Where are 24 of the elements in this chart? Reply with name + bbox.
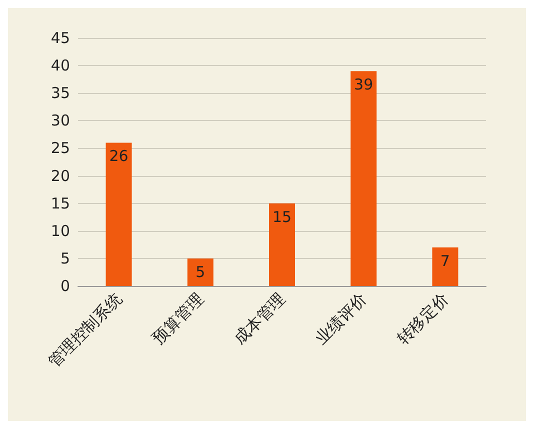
bar bbox=[269, 203, 295, 286]
x-tick-label: 转移定价 bbox=[393, 289, 452, 348]
data-label: 15 bbox=[272, 208, 292, 226]
y-tick-label: 35 bbox=[50, 84, 70, 102]
y-tick-label: 10 bbox=[50, 222, 70, 240]
y-tick-label: 20 bbox=[50, 166, 70, 185]
bar bbox=[106, 142, 132, 286]
data-label: 26 bbox=[109, 147, 128, 166]
y-tick-label: 15 bbox=[50, 194, 70, 212]
y-tick-label: 40 bbox=[50, 56, 70, 75]
x-tick-label: 预算管理 bbox=[148, 289, 208, 348]
y-tick-label: 5 bbox=[60, 249, 70, 268]
y-tick-label: 25 bbox=[50, 139, 70, 158]
data-label: 5 bbox=[196, 262, 206, 281]
bar bbox=[432, 247, 458, 286]
y-tick-label: 30 bbox=[50, 112, 70, 130]
bar bbox=[187, 258, 214, 286]
bar bbox=[350, 71, 377, 286]
y-tick-label: 0 bbox=[60, 277, 70, 295]
x-tick-label: 成本管理 bbox=[230, 289, 289, 348]
data-label: 7 bbox=[440, 252, 450, 270]
x-tick-label: 业绩评价 bbox=[312, 289, 370, 348]
data-label: 39 bbox=[354, 76, 374, 94]
y-tick-label: 45 bbox=[50, 29, 70, 47]
